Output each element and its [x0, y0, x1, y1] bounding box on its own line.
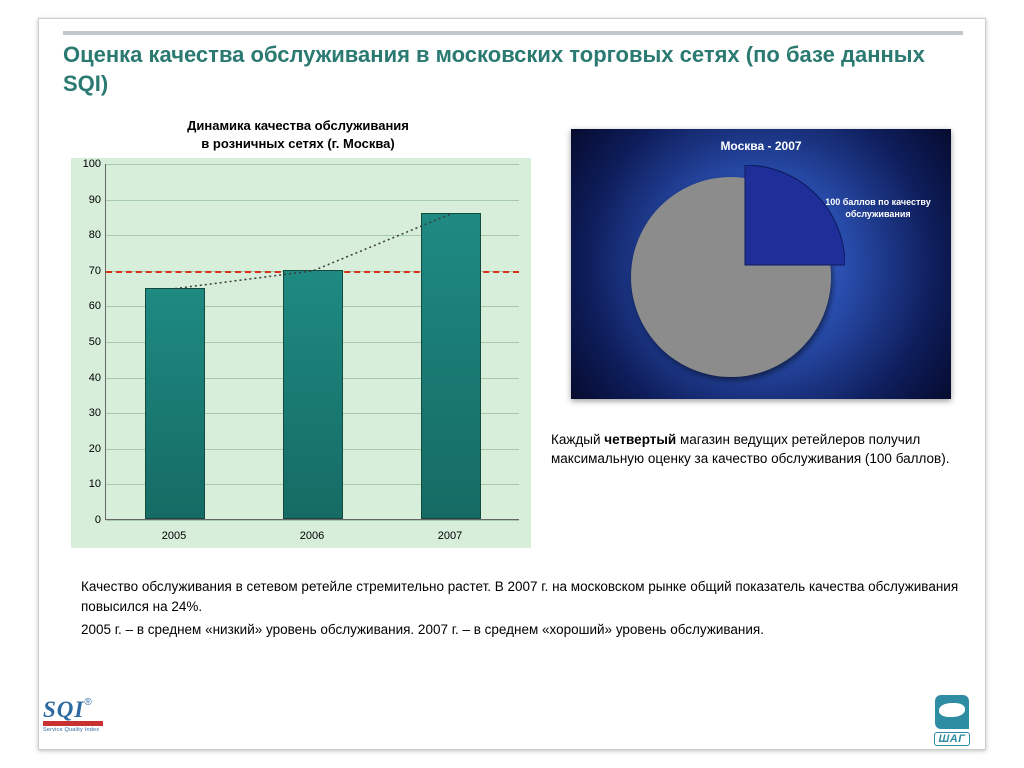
- gridline: [106, 200, 519, 201]
- slide: Оценка качества обслуживания в московски…: [38, 18, 986, 750]
- pie-chart: [631, 177, 831, 377]
- sqi-logo: SQI® Service Quality Index: [43, 697, 103, 745]
- shag-logo-text: ШАГ: [934, 732, 971, 746]
- right-caption: Каждый четвертый магазин ведущих ретейле…: [551, 431, 951, 469]
- y-tick-label: 40: [77, 372, 101, 384]
- right-caption-pre: Каждый: [551, 432, 604, 447]
- bar-chart-plot: 0 10 20 30 40 50 60 70 80 90 100 2005 2006 2007: [71, 158, 531, 548]
- shag-logo-globe-icon: [935, 695, 969, 729]
- y-tick-label: 10: [77, 478, 101, 490]
- bottom-p2: 2005 г. – в среднем «низкий» уровень обс…: [81, 620, 961, 640]
- bar: [145, 288, 205, 519]
- title-divider: [63, 31, 963, 35]
- y-tick-label: 70: [77, 265, 101, 277]
- bottom-p1: Качество обслуживания в сетевом ретейле …: [81, 577, 961, 616]
- y-tick-label: 50: [77, 336, 101, 348]
- bar: [283, 270, 343, 519]
- slide-title: Оценка качества обслуживания в московски…: [63, 41, 963, 98]
- pie-slice-highlight: [645, 165, 845, 365]
- pie-slice-label: 100 баллов по качеству обслуживания: [823, 197, 933, 220]
- x-tick-label: 2006: [272, 530, 352, 542]
- bar-chart: Динамика качества обслуживания в розничн…: [63, 117, 533, 548]
- gridline: [106, 520, 519, 521]
- y-tick-label: 20: [77, 443, 101, 455]
- bottom-paragraphs: Качество обслуживания в сетевом ретейле …: [81, 577, 961, 644]
- x-tick-label: 2007: [410, 530, 490, 542]
- sqi-logo-reg: ®: [84, 697, 91, 708]
- y-tick-label: 100: [77, 158, 101, 170]
- bar-chart-title-l2: в розничных сетях (г. Москва): [201, 136, 394, 151]
- title-region: Оценка качества обслуживания в московски…: [63, 31, 963, 98]
- shag-logo: ШАГ: [925, 695, 979, 745]
- bar: [421, 213, 481, 519]
- plot-area: [105, 164, 519, 520]
- pie-chart-title: Москва - 2007: [571, 129, 951, 153]
- right-caption-bold: четвертый: [604, 432, 676, 447]
- y-tick-label: 0: [77, 514, 101, 526]
- pie-chart-panel: Москва - 2007 100 баллов по качеству обс…: [571, 129, 951, 399]
- y-tick-label: 80: [77, 229, 101, 241]
- sqi-logo-sub: Service Quality Index: [43, 727, 103, 733]
- y-tick-label: 60: [77, 300, 101, 312]
- x-tick-label: 2005: [134, 530, 214, 542]
- bar-chart-title-l1: Динамика качества обслуживания: [187, 118, 409, 133]
- bar-chart-title: Динамика качества обслуживания в розничн…: [63, 117, 533, 152]
- y-tick-label: 90: [77, 194, 101, 206]
- y-tick-label: 30: [77, 407, 101, 419]
- gridline: [106, 164, 519, 165]
- sqi-logo-text: SQI: [43, 697, 84, 722]
